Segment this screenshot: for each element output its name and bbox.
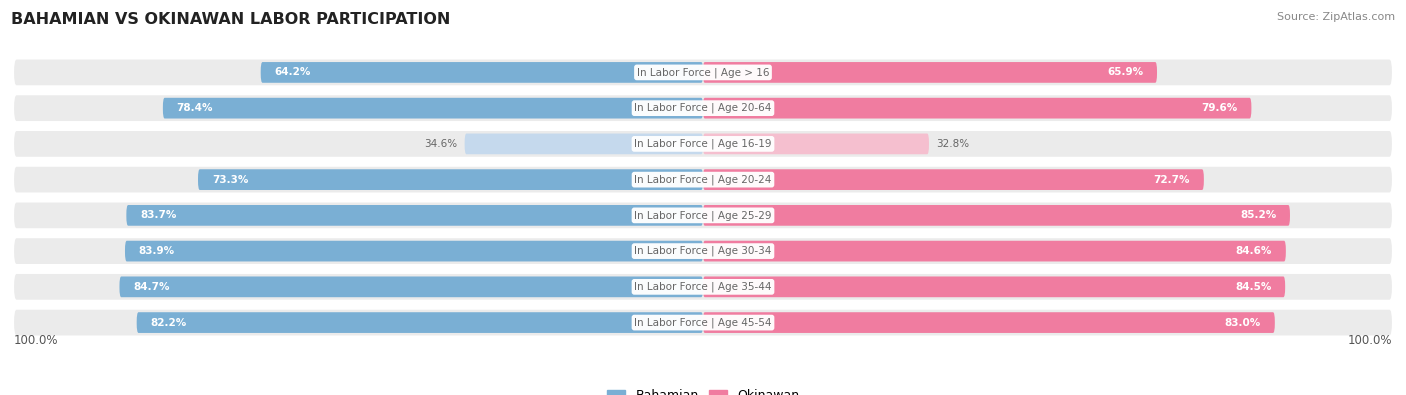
FancyBboxPatch shape <box>14 95 1392 121</box>
FancyBboxPatch shape <box>127 205 703 226</box>
Text: 64.2%: 64.2% <box>274 68 311 77</box>
Text: In Labor Force | Age 30-34: In Labor Force | Age 30-34 <box>634 246 772 256</box>
FancyBboxPatch shape <box>14 167 1392 192</box>
FancyBboxPatch shape <box>703 241 1286 261</box>
FancyBboxPatch shape <box>703 312 1275 333</box>
FancyBboxPatch shape <box>14 131 1392 157</box>
Text: In Labor Force | Age 16-19: In Labor Force | Age 16-19 <box>634 139 772 149</box>
FancyBboxPatch shape <box>136 312 703 333</box>
Legend: Bahamian, Okinawan: Bahamian, Okinawan <box>602 384 804 395</box>
Text: In Labor Force | Age > 16: In Labor Force | Age > 16 <box>637 67 769 78</box>
Text: 100.0%: 100.0% <box>1347 334 1392 347</box>
Text: 83.9%: 83.9% <box>139 246 174 256</box>
Text: 32.8%: 32.8% <box>936 139 969 149</box>
Text: In Labor Force | Age 45-54: In Labor Force | Age 45-54 <box>634 317 772 328</box>
Text: 84.6%: 84.6% <box>1236 246 1272 256</box>
Text: In Labor Force | Age 25-29: In Labor Force | Age 25-29 <box>634 210 772 221</box>
FancyBboxPatch shape <box>163 98 703 118</box>
Text: 65.9%: 65.9% <box>1107 68 1143 77</box>
FancyBboxPatch shape <box>703 134 929 154</box>
Text: 83.7%: 83.7% <box>141 211 177 220</box>
FancyBboxPatch shape <box>14 274 1392 300</box>
FancyBboxPatch shape <box>14 238 1392 264</box>
Text: 83.0%: 83.0% <box>1225 318 1261 327</box>
FancyBboxPatch shape <box>260 62 703 83</box>
Text: 85.2%: 85.2% <box>1240 211 1277 220</box>
FancyBboxPatch shape <box>14 203 1392 228</box>
FancyBboxPatch shape <box>703 276 1285 297</box>
Text: 84.5%: 84.5% <box>1234 282 1271 292</box>
Text: In Labor Force | Age 20-64: In Labor Force | Age 20-64 <box>634 103 772 113</box>
Text: 100.0%: 100.0% <box>14 334 59 347</box>
FancyBboxPatch shape <box>125 241 703 261</box>
FancyBboxPatch shape <box>703 169 1204 190</box>
Text: 84.7%: 84.7% <box>134 282 170 292</box>
FancyBboxPatch shape <box>198 169 703 190</box>
FancyBboxPatch shape <box>703 98 1251 118</box>
Text: 72.7%: 72.7% <box>1153 175 1189 184</box>
Text: 73.3%: 73.3% <box>212 175 249 184</box>
Text: Source: ZipAtlas.com: Source: ZipAtlas.com <box>1277 12 1395 22</box>
FancyBboxPatch shape <box>464 134 703 154</box>
Text: 79.6%: 79.6% <box>1201 103 1237 113</box>
FancyBboxPatch shape <box>703 205 1289 226</box>
FancyBboxPatch shape <box>14 310 1392 335</box>
FancyBboxPatch shape <box>120 276 703 297</box>
Text: 82.2%: 82.2% <box>150 318 187 327</box>
FancyBboxPatch shape <box>703 62 1157 83</box>
Text: In Labor Force | Age 20-24: In Labor Force | Age 20-24 <box>634 174 772 185</box>
Text: 78.4%: 78.4% <box>177 103 214 113</box>
FancyBboxPatch shape <box>14 60 1392 85</box>
Text: 34.6%: 34.6% <box>425 139 458 149</box>
Text: In Labor Force | Age 35-44: In Labor Force | Age 35-44 <box>634 282 772 292</box>
Text: BAHAMIAN VS OKINAWAN LABOR PARTICIPATION: BAHAMIAN VS OKINAWAN LABOR PARTICIPATION <box>11 12 450 27</box>
